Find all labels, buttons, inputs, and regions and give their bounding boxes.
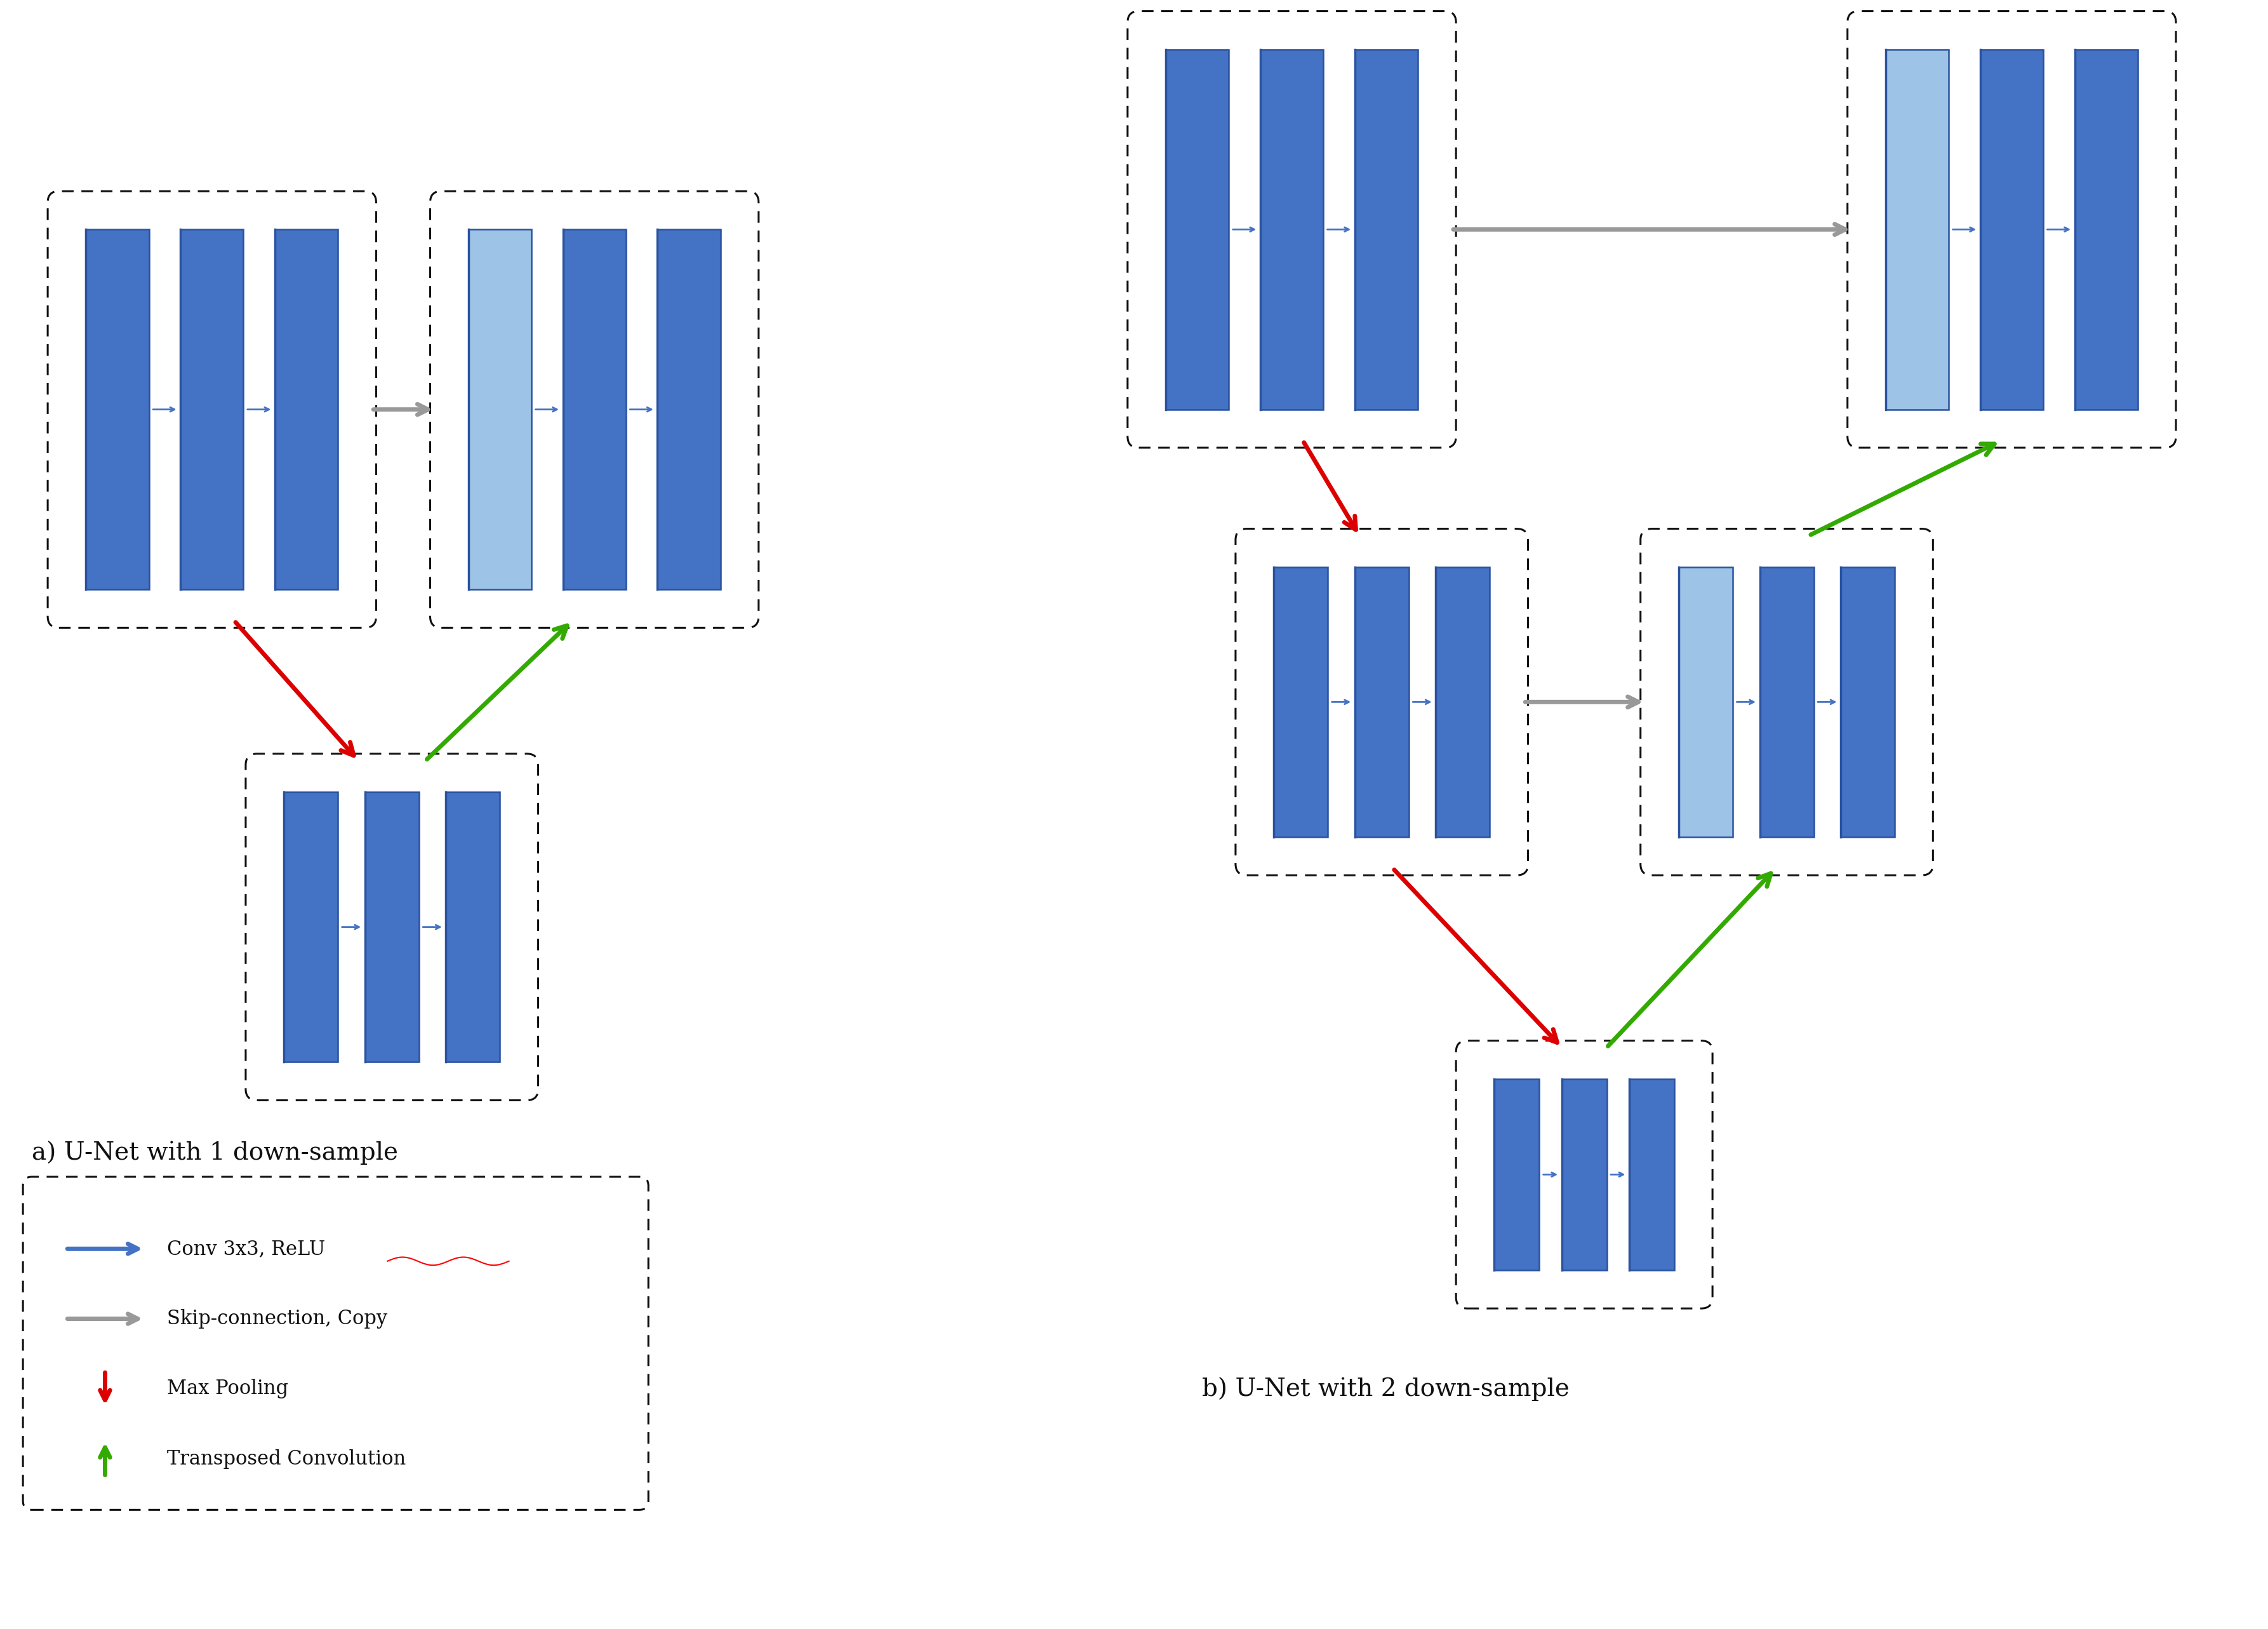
Bar [1354,49,1418,409]
Bar [447,792,499,1062]
Bar [1839,567,1894,837]
Text: Skip-connection, Copy: Skip-connection, Copy [168,1310,388,1329]
Bar [2075,49,2136,409]
Bar [1628,1078,1674,1271]
Bar [1678,567,1733,837]
Bar [1166,49,1229,409]
Bar [181,230,243,590]
Bar [1760,567,1812,837]
Bar [467,230,531,590]
Text: Max Pooling: Max Pooling [168,1380,288,1399]
Bar [1436,567,1490,837]
Bar [1885,49,1948,409]
Bar [658,230,721,590]
Bar [365,792,420,1062]
Bar [274,230,338,590]
Text: a) U-Net with 1 down-sample: a) U-Net with 1 down-sample [32,1140,399,1165]
Bar [1560,1078,1606,1271]
Bar [284,792,338,1062]
Bar [1272,567,1327,837]
Bar [86,230,150,590]
Bar [1354,567,1408,837]
Bar [1261,49,1322,409]
Text: Conv 3x3, ReLU: Conv 3x3, ReLU [168,1240,324,1259]
Bar [1495,1078,1538,1271]
Bar [562,230,626,590]
Bar [1980,49,2043,409]
Text: b) U-Net with 2 down-sample: b) U-Net with 2 down-sample [1202,1377,1569,1401]
Text: Transposed Convolution: Transposed Convolution [168,1448,406,1469]
